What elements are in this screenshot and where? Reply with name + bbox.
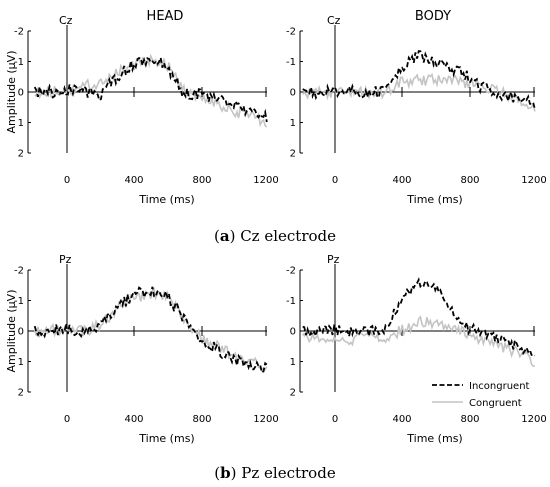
- x-axis-label: Time (ms): [138, 432, 194, 445]
- x-axis-label: Time (ms): [406, 193, 462, 206]
- panel-pz-body: Pz -2 -1 0 1 2 0 400 800 1200 Time (ms): [286, 253, 547, 445]
- series-line-incongruent: [302, 277, 536, 357]
- x-tick-label: 0: [332, 414, 338, 425]
- y-tick-label: 1: [18, 118, 24, 129]
- x-tick-label: 800: [192, 175, 211, 186]
- y-tick-label: 0: [290, 327, 296, 338]
- x-tick-label: 1200: [521, 175, 546, 186]
- x-tick-label: 400: [124, 414, 143, 425]
- y-tick-label: 1: [290, 118, 296, 129]
- y-tick-label: -1: [14, 57, 24, 68]
- y-tick-label: 1: [18, 357, 24, 368]
- x-tick-label: 0: [64, 414, 70, 425]
- y-tick-label: -2: [14, 266, 24, 277]
- series-line-congruent: [302, 72, 536, 112]
- series-line-congruent: [33, 286, 268, 373]
- x-tick-label: 1200: [253, 414, 278, 425]
- x-tick-label: 1200: [521, 414, 546, 425]
- x-tick-label: 800: [192, 414, 211, 425]
- legend-label-congruent: Congruent: [469, 398, 522, 409]
- panel-cz-head: Cz HEAD -2 -1 0 1 2 0 400 800 1200 Time (ms) Amplitu…: [5, 9, 279, 206]
- legend: Incongruent Congruent: [432, 381, 530, 409]
- electrode-label: Cz: [59, 14, 73, 27]
- series-line-incongruent: [33, 286, 268, 374]
- series-line-incongruent: [33, 54, 268, 123]
- y-tick-label: 2: [18, 388, 24, 399]
- x-tick-label: 0: [64, 175, 70, 186]
- series-line-incongruent: [302, 50, 536, 109]
- x-tick-label: 1200: [253, 175, 278, 186]
- series-line-congruent: [302, 315, 536, 368]
- y-tick-label: 0: [18, 88, 24, 99]
- y-tick-label: 2: [290, 149, 296, 160]
- caption-b: (b) Pz electrode: [214, 464, 336, 482]
- y-tick-label: -2: [286, 27, 296, 38]
- y-tick-label: 0: [18, 327, 24, 338]
- panel-title: BODY: [415, 9, 451, 24]
- y-tick-label: 0: [290, 88, 296, 99]
- caption-a: (a) Cz electrode: [213, 227, 337, 245]
- electrode-label: Pz: [59, 253, 72, 266]
- x-tick-label: 0: [332, 175, 338, 186]
- x-tick-label: 400: [124, 175, 143, 186]
- y-tick-label: -1: [286, 296, 296, 307]
- x-tick-label: 800: [460, 175, 479, 186]
- legend-label-incongruent: Incongruent: [469, 381, 530, 392]
- caption-a-text: Cz electrode: [240, 227, 337, 245]
- x-tick-label: 400: [392, 414, 411, 425]
- y-tick-label: -2: [14, 27, 24, 38]
- x-tick-label: 400: [392, 175, 411, 186]
- panel-pz-head: Pz -2 -1 0 1 2 0 400 800 1200 Time (ms) Amplitude (…: [5, 253, 279, 445]
- electrode-label: Cz: [327, 14, 341, 27]
- caption-b-text: Pz electrode: [241, 464, 336, 482]
- panel-title: HEAD: [147, 9, 184, 24]
- y-tick-label: 2: [290, 388, 296, 399]
- y-axis-label: Amplitude (μV): [5, 290, 18, 373]
- y-axis-label: Amplitude (μV): [5, 51, 18, 134]
- y-tick-label: -2: [286, 266, 296, 277]
- caption-a-letter: a: [219, 227, 230, 245]
- caption-b-letter: b: [220, 464, 231, 482]
- x-axis-label: Time (ms): [406, 432, 462, 445]
- y-tick-label: -1: [286, 57, 296, 68]
- y-tick-label: -1: [14, 296, 24, 307]
- panel-cz-body: Cz BODY -2 -1 0 1 2 0 400 800 1200 Time (ms): [286, 9, 547, 206]
- x-axis-label: Time (ms): [138, 193, 194, 206]
- y-tick-label: 1: [290, 357, 296, 368]
- y-tick-label: 2: [18, 149, 24, 160]
- electrode-label: Pz: [327, 253, 340, 266]
- x-tick-label: 800: [460, 414, 479, 425]
